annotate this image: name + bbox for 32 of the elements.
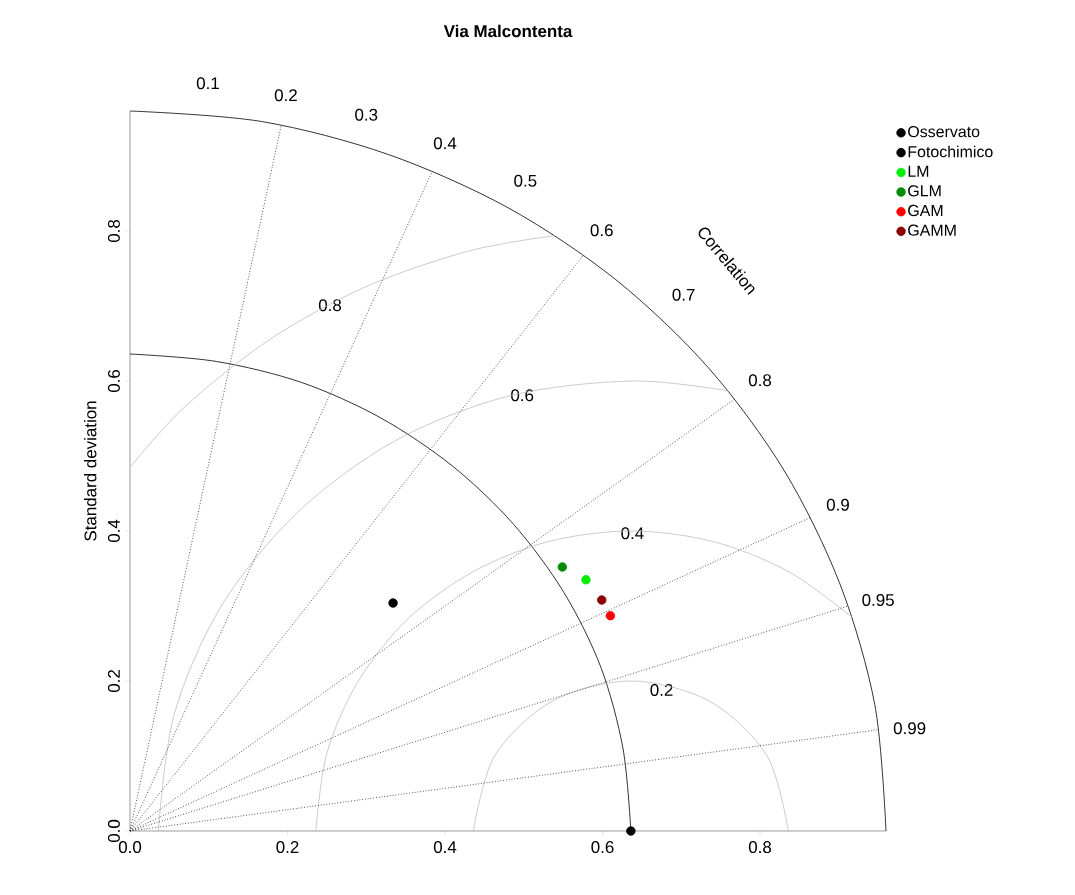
text: 0.99 <box>893 722 926 735</box>
legend-label: Fotochimico <box>908 145 993 158</box>
y-tick-label: 0.2 <box>107 670 120 693</box>
annotation: 0.4 <box>621 527 644 540</box>
annotation: 0.6 <box>511 389 534 402</box>
legend-label: GLM <box>908 185 941 197</box>
x-tick-label: 0.4 <box>433 841 457 854</box>
legend-label: Osservato <box>908 125 980 138</box>
annotation: 0.6 <box>590 224 613 237</box>
annotation: 0.9 <box>826 498 849 511</box>
annotation: 0.5 <box>514 174 537 187</box>
legend-label: GAMM <box>908 224 956 236</box>
legend-label: LM <box>908 165 929 177</box>
x-tick-label: 0.2 <box>276 841 299 854</box>
chart-title: Via Malcontenta <box>443 24 573 38</box>
annotation: 0.8 <box>748 374 772 387</box>
y-tick-label: 0.6 <box>107 369 120 393</box>
legend-label: GAM <box>908 204 943 217</box>
annotation: 0.95 <box>862 593 894 606</box>
x-tick-label: 0.8 <box>748 841 772 854</box>
annotation: 0.8 <box>318 299 342 312</box>
x-tick-label: 0.0 <box>118 841 142 854</box>
y-tick-label: 0.4 <box>107 519 120 543</box>
y-axis-title: Standard deviation <box>84 401 97 541</box>
annotation: 0.2 <box>650 683 673 696</box>
annotation: 0.3 <box>355 108 378 121</box>
text: 0.2 <box>274 89 297 102</box>
annotation: 0.7 <box>672 288 695 301</box>
text: 0.1 <box>196 77 219 90</box>
y-tick-label: 0.8 <box>107 219 120 243</box>
annotation: 0.4 <box>433 137 457 150</box>
x-tick-label: 0.6 <box>591 841 614 854</box>
